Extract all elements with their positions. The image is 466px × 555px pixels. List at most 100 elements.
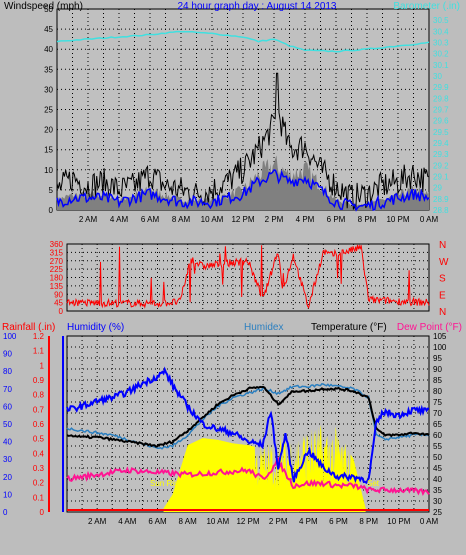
humidity-y-tick-label: 30 [3,455,12,464]
climate-x-tick-label: 8 PM [359,517,378,526]
temperature-y-tick-label: 55 [433,442,442,451]
climate-grid [67,336,429,512]
wind-y-tick-label: 0 [49,206,54,215]
humidity-line [66,366,430,485]
chart-title: 24 hour graph day : August 14 2013 [177,1,336,12]
temperature-y-tick-label: 30 [433,497,442,506]
temperature-axis-label: Temperature (°F) [311,322,387,333]
rainfall-y-tick-label: 0.5 [33,435,45,444]
dew-point-axis-label: Dew Point (°F) [397,322,462,333]
barometer-y-tick-label: 29.1 [433,173,449,182]
direction-y-tick-label: 225 [50,265,64,274]
wind-y-tick-labels: 0 5 10 15 20 25 30 35 40 45 50 [44,5,53,215]
rainfall-axis-label: Rainfall (.in) [2,322,55,333]
barometer-y-tick-label: 29.9 [433,83,449,92]
barometer-axis-label: Barometer (.in) [393,1,460,12]
wind-x-tick-labels: 2 AM 4 AM 6 AM 8 AM 10 AM 12 PM 2 PM 4 PM 6 PM 8 … [79,215,439,224]
temperature-y-tick-label: 50 [433,453,442,462]
barometer-y-tick-label: 30.5 [433,16,449,25]
solar-area [163,424,366,512]
barometer-y-tick-label: 29.4 [433,139,449,148]
rainfall-y-tick-label: 1.1 [33,347,45,356]
climate-x-tick-label: 10 PM [387,517,410,526]
direction-y-tick-label: 315 [50,248,64,257]
barometer-y-tick-label: 30 [433,72,442,81]
humidity-y-tick-label: 10 [3,490,12,499]
wind-x-tick-label: 10 AM [201,215,224,224]
humidity-y-tick-label: 80 [3,367,12,376]
direction-y-tick-label: 45 [54,299,63,308]
humidity-y-tick-label: 0 [3,508,8,517]
barometer-y-tick-label: 30.3 [433,39,449,48]
compass-label: N [439,240,446,251]
temperature-y-tick-label: 90 [433,365,442,374]
rainfall-y-tick-labels: 0 0.1 0.2 0.3 0.4 0.5 0.6 0.7 0.8 0.9 1 1.1 1.2 [33,332,45,517]
wind-x-tick-label: 4 PM [296,215,315,224]
direction-y-tick-label: 270 [50,257,64,266]
barometer-y-tick-label: 30.4 [433,27,449,36]
climate-x-tick-label: 2 AM [88,517,107,526]
rainfall-y-tick-label: 0.4 [33,449,45,458]
wind-y-tick-label: 30 [44,85,53,94]
temperature-y-tick-label: 65 [433,420,442,429]
humidity-y-tick-label: 40 [3,438,12,447]
windspeed-axis-label: Windspeed (mph) [4,1,83,12]
rainfall-y-tick-label: 1 [40,361,45,370]
barometer-y-tick-label: 28.9 [433,195,449,204]
temperature-y-tick-label: 60 [433,431,442,440]
climate-x-tick-label: 4 AM [118,517,137,526]
climate-x-tick-label: 4 PM [299,517,318,526]
humidity-y-tick-labels: 0 10 20 30 40 50 60 70 80 90 100 [3,332,17,517]
rainfall-y-tick-label: 0.3 [33,464,45,473]
climate-panel: 0 0.1 0.2 0.3 0.4 0.5 0.6 0.7 0.8 0.9 1 1.1 1.2 0 10 2… [2,322,462,526]
wind-y-tick-label: 5 [49,186,54,195]
wind-grid [57,9,429,210]
temperature-y-tick-label: 80 [433,387,442,396]
humidity-y-tick-label: 20 [3,473,12,482]
temperature-y-tick-labels: 25 30 35 40 45 50 55 60 65 70 75 80 85 90 95 100 105 [433,332,447,517]
wind-x-tick-label: 4 AM [110,215,129,224]
temperature-y-tick-label: 40 [433,475,442,484]
temperature-y-tick-label: 85 [433,376,442,385]
rainfall-y-tick-label: 0 [40,508,45,517]
barometer-y-tick-label: 29 [433,184,442,193]
temperature-y-tick-label: 75 [433,398,442,407]
temperature-line [66,385,430,448]
direction-y-tick-label: 90 [54,290,63,299]
temperature-y-tick-label: 25 [433,508,442,517]
barometer-y-tick-label: 29.8 [433,94,449,103]
compass-label: W [439,257,449,268]
climate-x-tick-label: 10 AM [206,517,229,526]
humidity-y-tick-label: 90 [3,350,12,359]
humidex-label: Humidex [244,322,283,333]
wind-y-tick-label: 10 [44,166,53,175]
compass-label: S [439,274,446,285]
temperature-y-tick-label: 95 [433,354,442,363]
humidity-y-tick-label: 70 [3,385,12,394]
sunset-label: Set [367,479,380,488]
rainfall-y-tick-label: 1.2 [33,332,45,341]
temperature-y-tick-label: 70 [433,409,442,418]
barometer-y-tick-label: 29.7 [433,106,449,115]
barometer-y-tick-label: 30.2 [433,50,449,59]
rainfall-y-tick-label: 0.9 [33,376,45,385]
direction-y-tick-label: 0 [59,307,64,316]
wind-y-tick-label: 15 [44,146,53,155]
wind-series [56,30,430,212]
humidity-y-tick-label: 100 [3,332,17,341]
wind-area [57,155,429,210]
barometer-y-tick-label: 29.2 [433,161,449,170]
direction-y-tick-label: 135 [50,282,64,291]
wind-average-line [56,169,430,212]
wind-x-tick-label: 8 AM [172,215,191,224]
wind-y-tick-label: 50 [44,5,53,14]
humidity-axis-label: Humidity (%) [67,322,124,333]
humidity-y-tick-label: 50 [3,420,12,429]
rainfall-y-tick-label: 0.2 [33,479,45,488]
climate-x-tick-label: 12 PM [236,517,259,526]
